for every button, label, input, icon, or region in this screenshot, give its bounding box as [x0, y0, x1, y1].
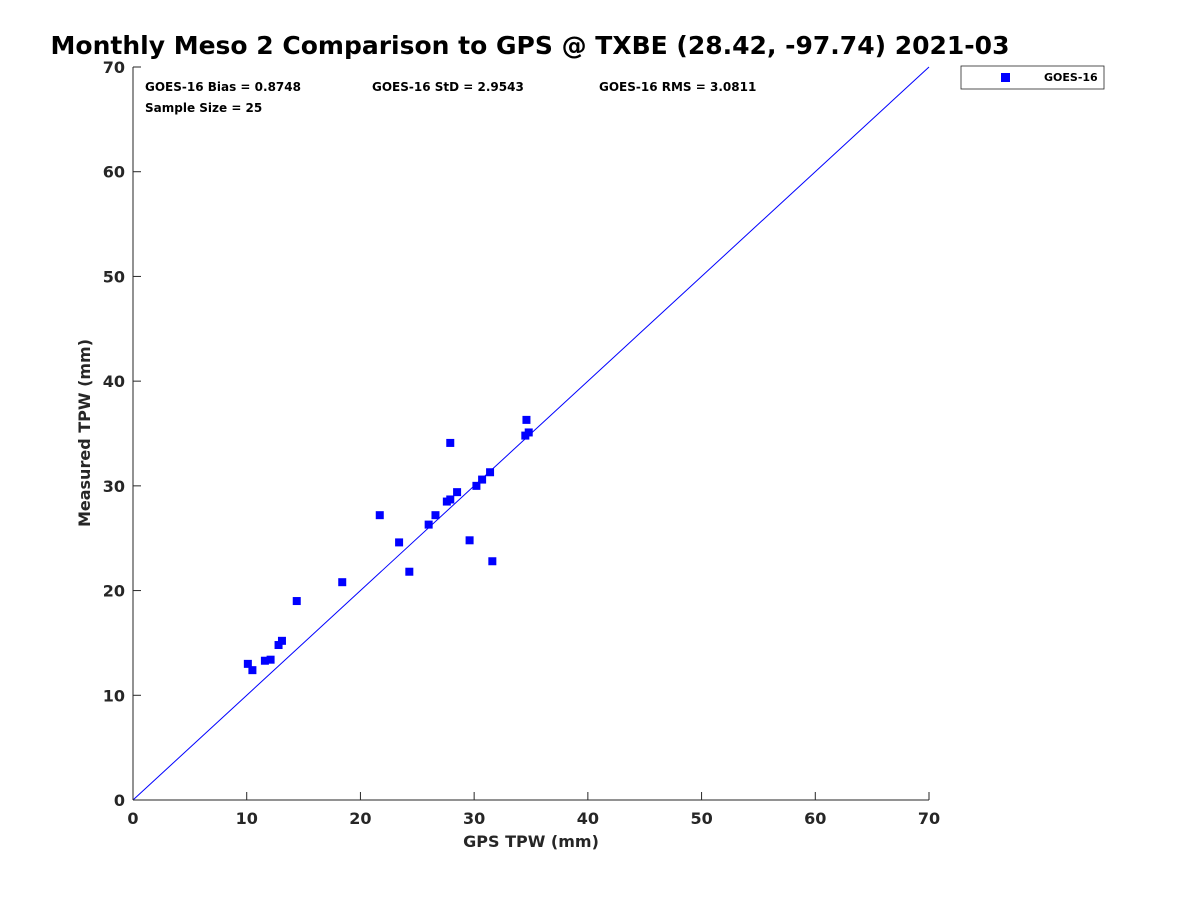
y-tick-label: 10 [103, 686, 125, 705]
data-point [478, 475, 487, 484]
x-tick-label: 30 [463, 809, 485, 828]
data-points [243, 415, 533, 675]
data-point [522, 415, 531, 424]
x-tick-label: 10 [236, 809, 258, 828]
x-tick-label: 50 [690, 809, 712, 828]
rms-stat: GOES-16 RMS = 3.0811 [599, 80, 756, 94]
data-point [446, 495, 455, 504]
legend-label: GOES-16 [1044, 71, 1098, 84]
y-tick-label: 70 [103, 58, 125, 77]
data-point [274, 641, 283, 650]
data-point [488, 557, 497, 566]
data-point [431, 511, 440, 520]
data-point [524, 428, 533, 437]
x-tick-label: 60 [804, 809, 826, 828]
chart-title: Monthly Meso 2 Comparison to GPS @ TXBE … [51, 31, 1010, 60]
data-point [292, 597, 301, 606]
data-point [375, 511, 384, 520]
data-point [260, 656, 269, 665]
x-tick-label: 70 [918, 809, 940, 828]
bias-stat: GOES-16 Bias = 0.8748 [145, 80, 301, 94]
data-point [405, 567, 414, 576]
data-point [277, 636, 286, 645]
x-tick-label: 20 [349, 809, 371, 828]
data-point [446, 438, 455, 447]
data-point [338, 578, 347, 587]
y-axis-label: Measured TPW (mm) [75, 339, 94, 527]
data-point [424, 520, 433, 529]
legend-marker [1001, 73, 1010, 82]
y-tick-label: 20 [103, 582, 125, 601]
data-point [465, 536, 474, 545]
y-tick-label: 30 [103, 477, 125, 496]
legend: GOES-16 [960, 65, 1105, 90]
y-tick-label: 50 [103, 267, 125, 286]
data-point [266, 655, 275, 664]
x-tick-label: 40 [577, 809, 599, 828]
sample-size-stat: Sample Size = 25 [145, 101, 262, 115]
legend-box [960, 65, 1105, 90]
data-point [486, 468, 495, 477]
std-stat: GOES-16 StD = 2.9543 [372, 80, 524, 94]
y-tick-label: 40 [103, 372, 125, 391]
axes: 0 10 20 30 40 50 60 70 0 10 20 30 40 50 60 70 [103, 58, 940, 828]
data-point [248, 666, 257, 675]
data-point [453, 488, 462, 497]
y-tick-label: 0 [114, 791, 125, 810]
data-point [243, 659, 252, 668]
data-point [472, 481, 481, 490]
x-tick-label: 0 [127, 809, 138, 828]
y-tick-label: 60 [103, 163, 125, 182]
data-point [395, 538, 404, 547]
x-axis-label: GPS TPW (mm) [463, 832, 599, 851]
